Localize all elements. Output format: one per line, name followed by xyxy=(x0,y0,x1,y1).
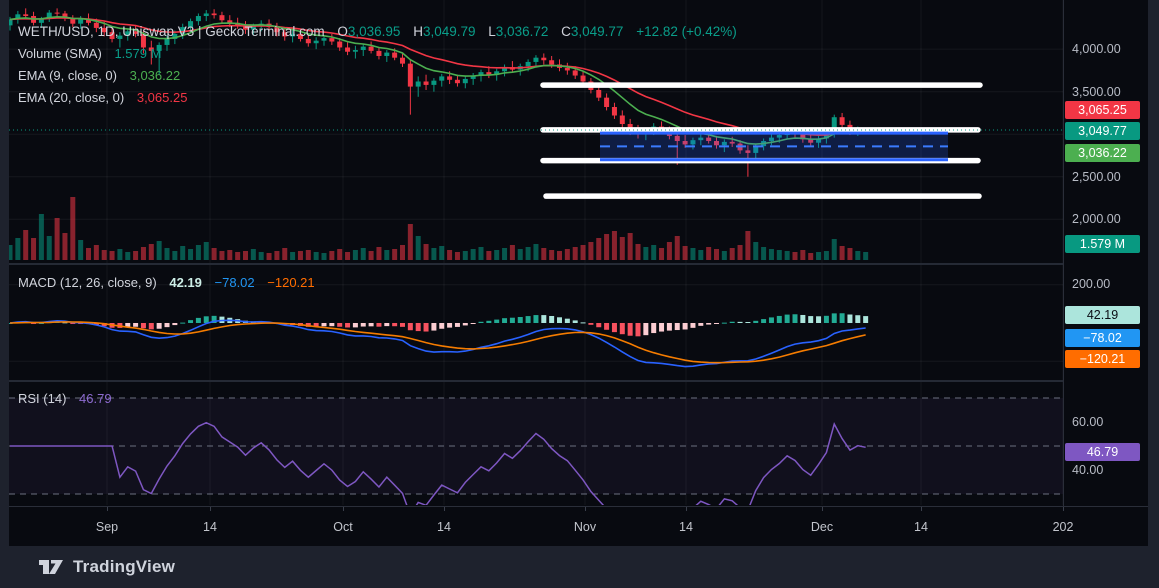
volume-legend-row[interactable]: Volume (SMA) 1.579 M xyxy=(18,46,161,61)
rsi-line xyxy=(10,421,866,505)
brand-text: TradingView xyxy=(73,557,176,576)
macd-signal-value: −120.21 xyxy=(267,275,315,290)
price-axis-label: 4,000.00 xyxy=(1072,42,1121,56)
time-axis-tick xyxy=(343,507,344,511)
time-axis-label: 14 xyxy=(437,520,451,534)
price-axis-label: 2,500.00 xyxy=(1072,170,1121,184)
high-value: 3,049.79 xyxy=(422,24,476,39)
time-axis-label: 14 xyxy=(914,520,928,534)
ema20-legend-row[interactable]: EMA (20, close, 0) 3,065.25 xyxy=(18,90,187,105)
rsi-value: 46.79 xyxy=(79,391,112,406)
macd-axis-badge: 42.19 xyxy=(1065,306,1140,324)
close-value: 3,049.77 xyxy=(570,24,624,39)
tradingview-logo-icon xyxy=(39,560,63,574)
price-axis-badge: 3,065.25 xyxy=(1065,101,1140,119)
left-frame xyxy=(0,0,9,546)
price-axis-badge: 1.579 M xyxy=(1065,235,1140,253)
time-axis-label: Sep xyxy=(95,520,119,534)
rsi-band xyxy=(9,398,1063,494)
time-axis-tick xyxy=(921,507,922,511)
ema9-value: 3,036.22 xyxy=(129,68,181,83)
price-axis-label: 3,500.00 xyxy=(1072,85,1121,99)
open-label: O xyxy=(337,24,348,39)
high-label: H xyxy=(413,24,423,39)
macd-axis-badge: −120.21 xyxy=(1065,350,1140,368)
low-value: 3,036.72 xyxy=(495,24,549,39)
time-axis-tick xyxy=(210,507,211,511)
macd-signal-line xyxy=(9,321,866,364)
price-axis-border xyxy=(1063,0,1064,506)
ema20-line xyxy=(9,17,866,136)
time-axis-tick xyxy=(107,507,108,511)
low-label: L xyxy=(488,24,496,39)
ema20-label: EMA (20, close, 0) xyxy=(18,90,125,105)
right-frame xyxy=(1148,0,1159,546)
chart-canvas[interactable] xyxy=(0,0,1063,506)
rsi-legend-row[interactable]: RSI (14) 46.79 xyxy=(18,391,112,406)
symbol-title[interactable]: WETH/USD, 1D, Uniswap V3 | GeckoTerminal… xyxy=(18,24,325,39)
rsi-axis-label: 40.00 xyxy=(1072,463,1104,477)
price-axis-badge: 3,049.77 xyxy=(1065,122,1140,140)
macd-axis-badge: −78.02 xyxy=(1065,329,1140,347)
macd-hist-value: 42.19 xyxy=(169,275,202,290)
price-axis-label: 2,000.00 xyxy=(1072,212,1121,226)
close-label: C xyxy=(561,24,571,39)
ema9-legend-row[interactable]: EMA (9, close, 0) 3,036.22 xyxy=(18,68,180,83)
footer-bar: TradingView xyxy=(0,546,1159,588)
time-axis-border xyxy=(9,506,1148,507)
price-pane xyxy=(9,8,869,260)
time-axis-label: Dec xyxy=(810,520,834,534)
rsi-pane xyxy=(9,397,1063,505)
macd-axis-label: 200.00 xyxy=(1072,277,1111,291)
volume-value: 1.579 M xyxy=(114,46,162,61)
macd-label: MACD (12, 26, close, 9) xyxy=(18,275,157,290)
time-axis-label: Oct xyxy=(333,520,353,534)
symbol-legend-row[interactable]: WETH/USD, 1D, Uniswap V3 | GeckoTerminal… xyxy=(18,24,737,39)
ema9-label: EMA (9, close, 0) xyxy=(18,68,117,83)
rsi-label: RSI (14) xyxy=(18,391,67,406)
macd-legend-row[interactable]: MACD (12, 26, close, 9) 42.19 −78.02 −12… xyxy=(18,275,315,290)
ema9-line xyxy=(9,15,866,145)
time-axis-tick xyxy=(585,507,586,511)
time-axis-tick xyxy=(822,507,823,511)
open-value: 3,036.95 xyxy=(347,24,401,39)
chart-background xyxy=(9,0,1148,546)
time-axis-label: Nov xyxy=(573,520,597,534)
tradingview-link[interactable]: TradingView xyxy=(38,555,175,579)
rsi-axis-label: 60.00 xyxy=(1072,415,1104,429)
time-axis-tick xyxy=(444,507,445,511)
price-axis-badge: 3,036.22 xyxy=(1065,144,1140,162)
time-axis-label: 202 xyxy=(1052,520,1074,534)
macd-line xyxy=(9,319,866,368)
time-axis-tick xyxy=(1063,507,1064,511)
time-axis-tick xyxy=(686,507,687,511)
time-axis-label: 14 xyxy=(203,520,217,534)
change-value: +12.82 (+0.42%) xyxy=(636,24,737,39)
macd-pane xyxy=(9,313,869,368)
ema20-value: 3,065.25 xyxy=(136,90,188,105)
rsi-axis-badge: 46.79 xyxy=(1065,443,1140,461)
macd-line-value: −78.02 xyxy=(214,275,255,290)
time-axis-label: 14 xyxy=(679,520,693,534)
volume-label: Volume (SMA) xyxy=(18,46,102,61)
